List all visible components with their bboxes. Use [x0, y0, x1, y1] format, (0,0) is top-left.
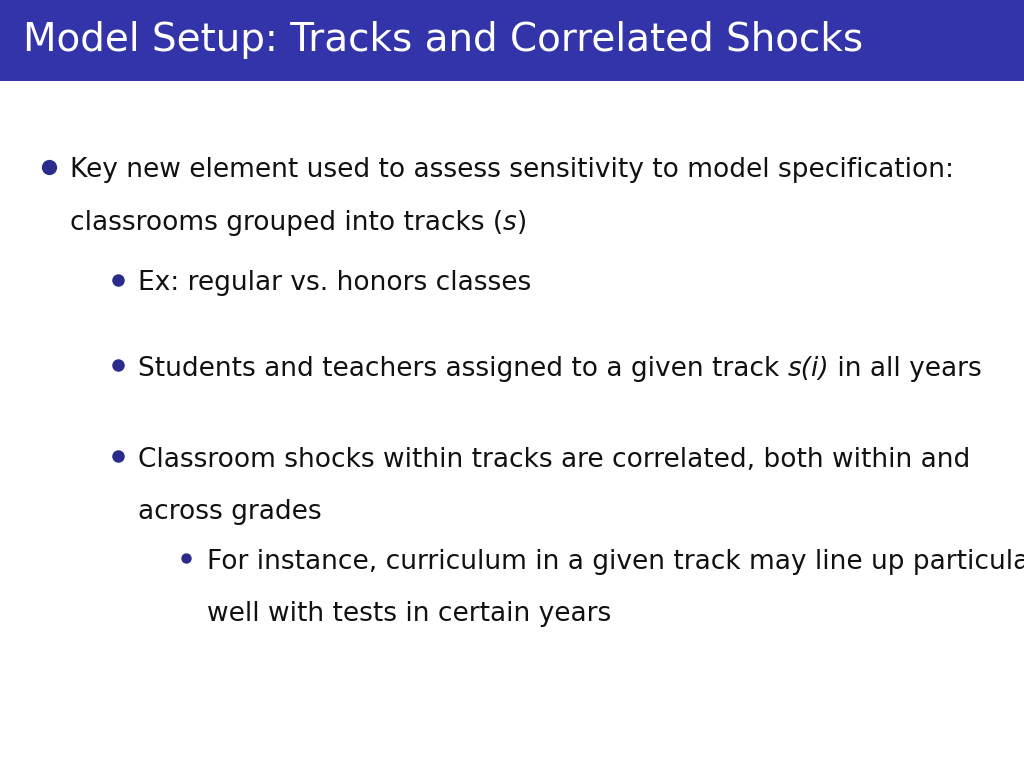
Text: Key new element used to assess sensitivity to model specification:: Key new element used to assess sensitivi…: [70, 157, 953, 184]
Text: s(i): s(i): [787, 356, 829, 382]
FancyBboxPatch shape: [0, 0, 1024, 81]
Text: s: s: [503, 210, 516, 236]
Text: classrooms grouped into tracks (: classrooms grouped into tracks (: [70, 210, 503, 236]
Text: well with tests in certain years: well with tests in certain years: [207, 601, 611, 627]
Text: Classroom shocks within tracks are correlated, both within and: Classroom shocks within tracks are corre…: [138, 447, 971, 473]
Text: For instance, curriculum in a given track may line up particularly: For instance, curriculum in a given trac…: [207, 549, 1024, 575]
Text: across grades: across grades: [138, 499, 322, 525]
Text: Ex: regular vs. honors classes: Ex: regular vs. honors classes: [138, 270, 531, 296]
Text: Model Setup: Tracks and Correlated Shocks: Model Setup: Tracks and Correlated Shock…: [23, 22, 862, 59]
Text: Students and teachers assigned to a given track: Students and teachers assigned to a give…: [138, 356, 787, 382]
Text: ): ): [516, 210, 526, 236]
Text: in all years: in all years: [829, 356, 982, 382]
